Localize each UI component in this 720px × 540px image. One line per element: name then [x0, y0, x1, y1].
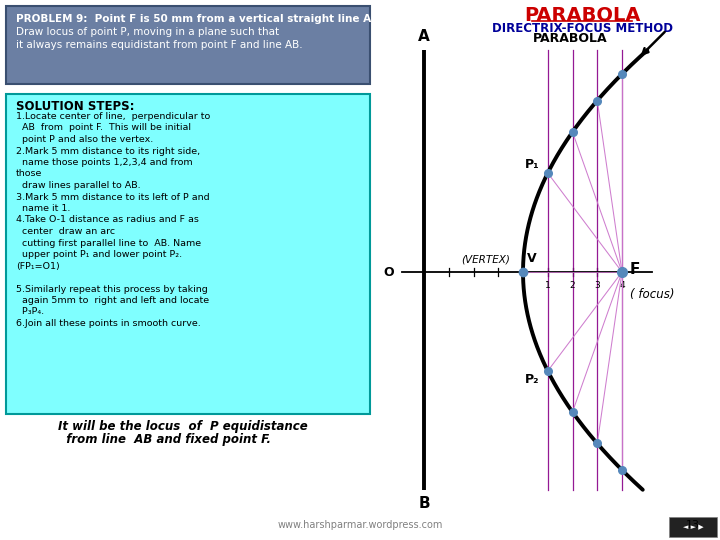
Text: SOLUTION STEPS:: SOLUTION STEPS: [16, 100, 135, 113]
Text: PARABOLA: PARABOLA [523, 6, 640, 25]
Text: P₁: P₁ [525, 158, 540, 171]
Text: 3.Mark 5 mm distance to its left of P and: 3.Mark 5 mm distance to its left of P an… [16, 192, 210, 201]
Text: from line  AB and fixed point F.: from line AB and fixed point F. [58, 433, 271, 446]
FancyBboxPatch shape [6, 6, 370, 84]
Text: (FP₁=O1): (FP₁=O1) [16, 261, 60, 271]
Text: PARABOLA: PARABOLA [533, 32, 608, 45]
Text: 1: 1 [545, 281, 551, 290]
Text: point P and also the vertex.: point P and also the vertex. [16, 135, 153, 144]
Text: P₂: P₂ [526, 373, 540, 386]
Text: Draw locus of point P, moving in a plane such that: Draw locus of point P, moving in a plane… [16, 27, 279, 37]
Text: those: those [16, 170, 42, 179]
Text: 3: 3 [595, 281, 600, 290]
Text: PROBLEM 9:  Point F is 50 mm from a vertical straight line AB.: PROBLEM 9: Point F is 50 mm from a verti… [16, 14, 383, 24]
Text: name it 1.: name it 1. [16, 204, 71, 213]
Text: 2.Mark 5 mm distance to its right side,: 2.Mark 5 mm distance to its right side, [16, 146, 200, 156]
Text: B: B [418, 496, 430, 511]
Text: A: A [418, 29, 430, 44]
Text: 1.Locate center of line,  perpendicular to: 1.Locate center of line, perpendicular t… [16, 112, 210, 121]
Text: it always remains equidistant from point F and line AB.: it always remains equidistant from point… [16, 40, 302, 50]
Text: F: F [630, 261, 640, 276]
Text: ( focus): ( focus) [630, 288, 675, 301]
FancyBboxPatch shape [669, 517, 717, 537]
Text: cutting first parallel line to  AB. Name: cutting first parallel line to AB. Name [16, 239, 201, 247]
Text: ◄ ► ▶: ◄ ► ▶ [683, 524, 703, 530]
Text: 2: 2 [570, 281, 575, 290]
Text: O: O [383, 266, 394, 279]
Text: 4.Take O-1 distance as radius and F as: 4.Take O-1 distance as radius and F as [16, 215, 199, 225]
Text: draw lines parallel to AB.: draw lines parallel to AB. [16, 181, 140, 190]
Text: P₃P₄.: P₃P₄. [16, 307, 44, 316]
Text: (VERTEX): (VERTEX) [461, 255, 510, 265]
Text: DIRECTRIX-FOCUS METHOD: DIRECTRIX-FOCUS METHOD [492, 22, 672, 35]
Text: AB  from  point F.  This will be initial: AB from point F. This will be initial [16, 124, 191, 132]
Text: name those points 1,2,3,4 and from: name those points 1,2,3,4 and from [16, 158, 193, 167]
Text: 5.Similarly repeat this process by taking: 5.Similarly repeat this process by takin… [16, 285, 208, 294]
Text: 4: 4 [619, 281, 625, 290]
FancyBboxPatch shape [6, 94, 370, 414]
Text: upper point P₁ and lower point P₂.: upper point P₁ and lower point P₂. [16, 250, 182, 259]
Text: 13: 13 [686, 520, 700, 530]
Text: again 5mm to  right and left and locate: again 5mm to right and left and locate [16, 296, 209, 305]
Text: It will be the locus  of  P equidistance: It will be the locus of P equidistance [58, 420, 307, 433]
Text: www.harshparmar.wordpress.com: www.harshparmar.wordpress.com [277, 520, 443, 530]
Text: center  draw an arc: center draw an arc [16, 227, 115, 236]
Text: V: V [527, 252, 536, 265]
Text: 6.Join all these points in smooth curve.: 6.Join all these points in smooth curve. [16, 319, 201, 328]
